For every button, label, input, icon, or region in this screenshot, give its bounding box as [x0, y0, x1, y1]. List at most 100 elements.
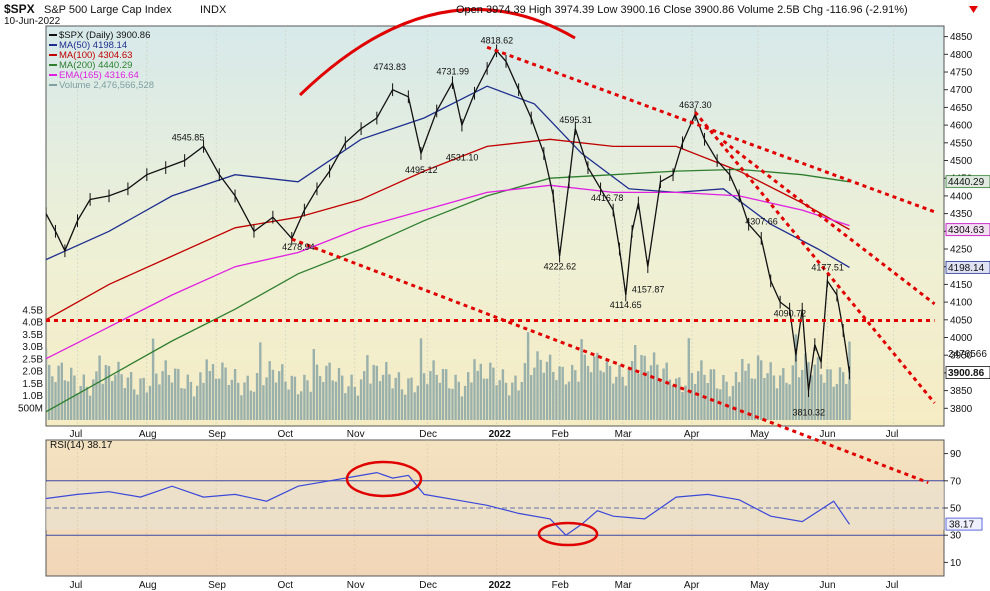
- trend-line: [693, 111, 936, 404]
- volume-bar: [599, 370, 602, 420]
- volume-bar: [243, 382, 246, 420]
- price-annotation: 4743.83: [373, 62, 406, 72]
- volume-bar: [514, 375, 517, 420]
- volume-bar: [460, 396, 464, 420]
- volume-bar: [356, 395, 360, 420]
- volume-bar: [646, 371, 649, 420]
- volume-bar: [170, 382, 174, 420]
- volume-bar: [634, 345, 637, 420]
- volume-tick-label: 500M: [18, 403, 43, 414]
- rsi-label: RSI(14) 38.17: [50, 440, 113, 451]
- trend-line: [291, 237, 929, 485]
- volume-bar: [842, 372, 845, 420]
- volume-bar: [766, 373, 769, 420]
- volume-bar: [448, 388, 451, 420]
- volume-bar: [756, 355, 760, 420]
- x-tick-label-upper: 2022: [489, 429, 512, 440]
- volume-bar: [271, 369, 275, 420]
- volume-bar: [687, 338, 690, 420]
- legend-entry: $SPX (Daily) 3900.86: [59, 30, 150, 41]
- volume-bar: [561, 366, 564, 420]
- x-axis-lower: Jul Aug Sep Oct Nov Dec 2022 Feb Mar Apr May Jun Jul: [70, 580, 899, 591]
- price-tick-label: 3800: [950, 404, 973, 415]
- volume-bar: [731, 385, 735, 420]
- volume-bar: [347, 386, 350, 420]
- volume-bar: [48, 364, 51, 420]
- volume-bar: [98, 355, 101, 420]
- volume-bar: [470, 382, 473, 420]
- volume-bar: [79, 386, 82, 420]
- volume-bar: [252, 391, 256, 420]
- volume-bar: [605, 358, 609, 420]
- price-series: [46, 44, 851, 397]
- volume-bar: [794, 334, 798, 420]
- x-tick-label-upper: Mar: [615, 429, 633, 440]
- volume-bar: [779, 375, 782, 420]
- volume-bar: [410, 377, 413, 420]
- volume-bar: [504, 382, 508, 420]
- ohlc-summary: Open 3974.39 High 3974.39 Low 3900.16 Cl…: [456, 4, 908, 16]
- volume-bar: [649, 365, 653, 420]
- x-tick-label-lower: Apr: [684, 580, 700, 591]
- volume-bar: [221, 362, 224, 420]
- volume-bar: [586, 365, 590, 420]
- volume-bar: [652, 352, 656, 420]
- volume-bar: [375, 365, 378, 420]
- volume-bar: [612, 383, 615, 420]
- volume-bar: [775, 388, 779, 420]
- legend-entry: MA(100) 4304.63: [59, 50, 132, 61]
- volume-bar: [381, 374, 385, 420]
- volume-bar: [457, 381, 460, 420]
- chart-date: 10-Jun-2022: [4, 16, 61, 27]
- volume-bar: [813, 364, 816, 420]
- volume-bar: [580, 339, 583, 420]
- volume-bar: [120, 374, 123, 420]
- volume-bar: [725, 381, 728, 420]
- ma-line-ma-50: [46, 85, 850, 268]
- volume-bar: [467, 372, 470, 420]
- volume-bar: [123, 388, 126, 420]
- price-annotation: 4818.62: [481, 36, 514, 46]
- volume-bar: [567, 381, 571, 420]
- volume-bar: [318, 376, 322, 420]
- volume-bar: [637, 373, 640, 420]
- volume-bar: [303, 374, 306, 420]
- price-badge-label: 2476566: [948, 349, 987, 360]
- volume-bar: [593, 356, 596, 420]
- volume-bar: [630, 361, 634, 420]
- rsi-tick-label: 50: [950, 504, 962, 515]
- volume-bar: [174, 368, 177, 420]
- rsi-tick-label: 10: [950, 558, 962, 569]
- volume-bar: [545, 361, 549, 420]
- volume-bar: [227, 385, 230, 420]
- volume-bar: [246, 375, 249, 420]
- volume-bar: [574, 370, 577, 420]
- volume-bar: [51, 376, 54, 420]
- volume-bar: [747, 363, 750, 420]
- volume-bar: [296, 394, 300, 420]
- volume-bar: [706, 383, 709, 420]
- x-tick-label-lower: Feb: [552, 580, 570, 591]
- volume-bar: [129, 372, 133, 420]
- rsi-series: [46, 471, 850, 536]
- x-tick-label-lower: Nov: [347, 580, 365, 591]
- volume-bar: [161, 371, 164, 420]
- x-tick-label-upper: Sep: [208, 429, 226, 440]
- volume-bar: [476, 370, 479, 420]
- volume-bar: [816, 357, 820, 420]
- volume-bar: [526, 332, 530, 420]
- price-tick-label: 4100: [950, 298, 973, 309]
- volume-bar: [722, 375, 725, 420]
- volume-bar: [353, 386, 356, 420]
- volume-bar: [158, 384, 161, 420]
- volume-bar: [76, 392, 79, 420]
- volume-bar: [82, 374, 85, 420]
- volume-bar: [186, 374, 189, 420]
- price-annotation: 4222.62: [544, 262, 577, 272]
- volume-bar: [202, 382, 205, 420]
- x-tick-label-lower: Mar: [615, 580, 633, 591]
- price-tick-label: 4350: [950, 209, 973, 220]
- volume-bar: [66, 381, 70, 420]
